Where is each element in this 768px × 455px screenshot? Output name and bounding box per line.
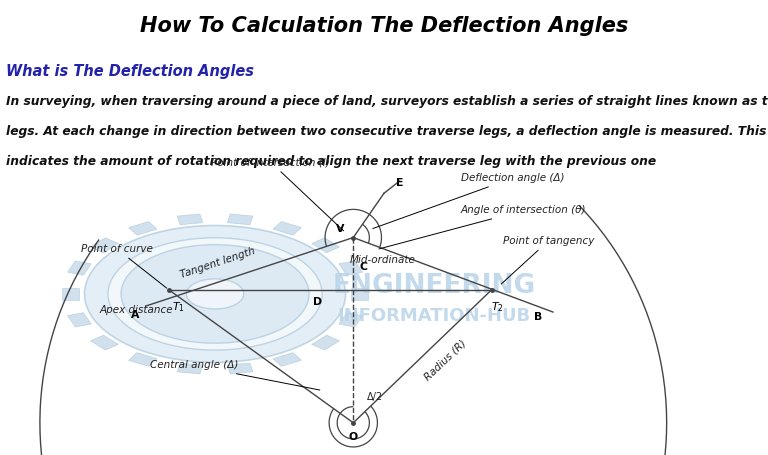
Bar [227,363,253,374]
Text: O: O [349,432,358,442]
Text: B: B [534,312,542,322]
Text: Tangent length: Tangent length [178,246,257,280]
Text: What is The Deflection Angles: What is The Deflection Angles [6,65,254,80]
Circle shape [108,238,322,350]
Circle shape [84,226,346,362]
Text: E: E [396,178,403,188]
Bar [68,261,91,275]
Text: A: A [131,310,140,320]
Bar [273,353,301,366]
Bar [91,335,118,350]
Text: Apex distance: Apex distance [100,305,174,315]
Bar [129,222,157,235]
Text: Radius (R): Radius (R) [422,338,468,383]
Text: indicates the amount of rotation required to align the next traverse leg with th: indicates the amount of rotation require… [6,155,657,168]
Bar [351,288,368,300]
Text: D: D [313,297,323,307]
Text: legs. At each change in direction between two consecutive traverse legs, a defle: legs. At each change in direction betwee… [6,125,768,138]
Text: Angle of intersection (θ): Angle of intersection (θ) [379,205,586,249]
Bar [312,335,339,350]
Text: Central angle (Δ): Central angle (Δ) [150,360,319,390]
Text: $T_2$: $T_2$ [492,300,504,314]
Bar [62,288,79,300]
Text: C: C [359,262,367,272]
Circle shape [121,245,309,343]
Bar [312,238,339,253]
Bar [339,313,362,327]
Text: Point of tangency: Point of tangency [502,236,594,284]
Bar [177,363,203,374]
Text: Δ/2: Δ/2 [367,392,383,402]
Circle shape [187,279,243,309]
Bar [339,261,362,275]
Bar [129,353,157,366]
Text: Point of curve: Point of curve [81,243,167,288]
Text: V: V [336,224,344,234]
Text: INFORMATION-HUB: INFORMATION-HUB [337,307,531,325]
Text: How To Calculation The Deflection Angles: How To Calculation The Deflection Angles [140,16,628,36]
Text: Deflection angle (Δ): Deflection angle (Δ) [372,173,564,228]
Bar [273,222,301,235]
Bar [68,313,91,327]
Bar [91,238,118,253]
Text: $T_1$: $T_1$ [172,300,184,314]
Bar [227,214,253,225]
Text: Mid-ordinate: Mid-ordinate [349,255,415,265]
Text: Point of intersection (I): Point of intersection (I) [211,157,343,231]
Bar [177,214,203,225]
Text: ENGINEERING: ENGINEERING [333,273,535,299]
Text: In surveying, when traversing around a piece of land, surveyors establish a seri: In surveying, when traversing around a p… [6,95,768,107]
